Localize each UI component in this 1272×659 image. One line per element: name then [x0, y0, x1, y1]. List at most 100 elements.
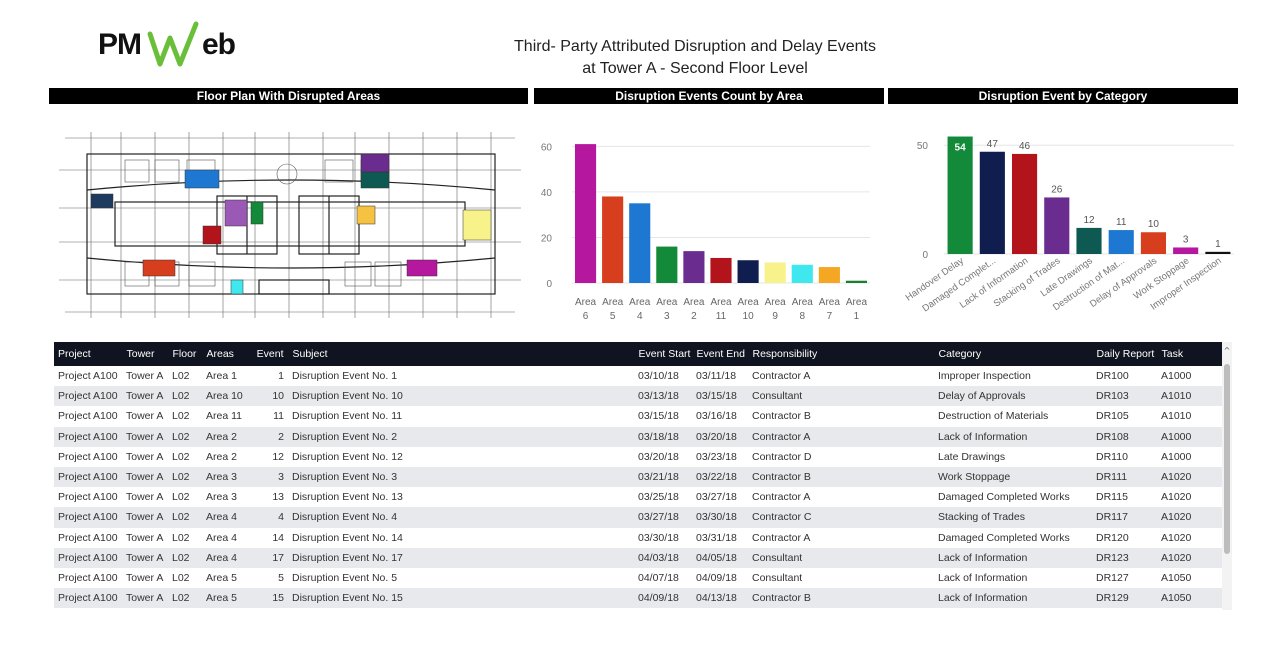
chart-category-bar[interactable]: [979, 151, 1005, 254]
table-row[interactable]: Project A100 Tower A L02 Area 2 2 Disruption …: [54, 426, 1222, 447]
table-cell-event-start: 04/07/18: [638, 571, 679, 584]
chart-area-xtick: 8: [799, 311, 805, 322]
table-cell-subject: Disruption Event No. 4: [292, 511, 398, 524]
table-cell-event: 3: [278, 471, 284, 484]
table-cell-event-end: 03/31/18: [696, 531, 737, 544]
table-cell-areas: Area 3: [206, 471, 237, 484]
table-cell-event-end: 03/20/18: [696, 430, 737, 443]
table-cell-event-start: 03/30/18: [638, 531, 679, 544]
table-cell-tower: Tower A: [126, 410, 164, 423]
floor-area-yellow[interactable]: [462, 209, 492, 241]
column-header-floor[interactable]: Floor: [168, 342, 203, 366]
table-row[interactable]: Project A100 Tower A L02 Area 10 10 Disruptio…: [54, 386, 1222, 407]
floor-area-orange[interactable]: [142, 259, 176, 277]
table-row[interactable]: Project A100 Tower A L02 Area 5 15 Disruption…: [54, 588, 1222, 609]
floor-area-green[interactable]: [250, 201, 264, 225]
chart-area-bar[interactable]: [791, 264, 813, 283]
chart-category-value-label: 12: [1083, 215, 1095, 226]
chart-category-bar[interactable]: [1011, 153, 1038, 254]
scroll-up-arrow-icon[interactable]: ^: [1223, 346, 1231, 355]
dashboard-title: Third- Party Attributed Disruption and D…: [470, 36, 920, 80]
table-row[interactable]: Project A100 Tower A L02 Area 4 14 Disruption…: [54, 527, 1222, 548]
chart-area-bar[interactable]: [656, 246, 678, 283]
table-row[interactable]: Project A100 Tower A L02 Area 3 3 Disruption …: [54, 466, 1222, 488]
chart-category-bar[interactable]: [1140, 232, 1167, 254]
floor-area-navy[interactable]: [90, 193, 114, 209]
chart-area-bar[interactable]: [602, 196, 624, 283]
chart-area-xtick: 10: [743, 311, 755, 322]
column-header-areas[interactable]: Areas: [202, 342, 253, 366]
table-cell-areas: Area 5: [206, 571, 237, 584]
floor-area-cyan[interactable]: [230, 279, 244, 295]
table-cell-floor: L02: [172, 430, 190, 443]
table-row[interactable]: Project A100 Tower A L02 Area 11 11 Disruptio…: [54, 406, 1222, 427]
chart-area-bar[interactable]: [683, 251, 705, 283]
table-row[interactable]: Project A100 Tower A L02 Area 2 12 Disruption…: [54, 446, 1222, 467]
table-cell-event-end: 04/09/18: [696, 571, 737, 584]
chart-area-bar[interactable]: [629, 203, 651, 283]
table-cell-project: Project A100: [58, 471, 118, 484]
table-cell-areas: Area 2: [206, 450, 237, 463]
table-row[interactable]: Project A100 Tower A L02 Area 4 17 Disruption…: [54, 547, 1222, 568]
floor-area-red[interactable]: [202, 225, 222, 245]
column-header-subject[interactable]: Subject: [288, 342, 635, 366]
table-row[interactable]: Project A100 Tower A L02 Area 3 13 Disruption…: [54, 487, 1222, 508]
table-cell-tower: Tower A: [126, 511, 164, 524]
table-cell-task: A1020: [1161, 531, 1192, 544]
table-cell-areas: Area 4: [206, 511, 237, 524]
chart-area-bar[interactable]: [845, 280, 868, 283]
floor-area-magenta[interactable]: [406, 259, 438, 277]
table-cell-event: 13: [272, 491, 284, 504]
chart-area-xtick: 2: [691, 311, 697, 322]
table-cell-category: Late Drawings: [938, 450, 1006, 463]
table-cell-areas: Area 11: [206, 410, 242, 423]
chart-category-bar[interactable]: [1044, 197, 1070, 254]
column-header-event-start[interactable]: Event Start: [634, 342, 693, 366]
chart-category-bar[interactable]: [1205, 251, 1231, 254]
floor-area-teal[interactable]: [360, 171, 390, 189]
table-scrollbar[interactable]: ^: [1222, 342, 1232, 610]
column-header-event-end[interactable]: Event End: [692, 342, 749, 366]
logo-text-pm: PM: [98, 28, 142, 61]
column-header-tower[interactable]: Tower: [122, 342, 169, 366]
chart-area-bar[interactable]: [737, 260, 759, 283]
chart-category-bar[interactable]: [1108, 230, 1134, 254]
chart-area-bar[interactable]: [574, 144, 597, 283]
chart-area-xtick: Area: [575, 297, 597, 308]
floor-area-violet[interactable]: [224, 199, 248, 227]
table-cell-task: A1020: [1161, 551, 1192, 564]
floor-area-gold[interactable]: [356, 205, 376, 225]
table-cell-daily-report: DR100: [1096, 370, 1129, 383]
chart-category-value-label: 3: [1183, 234, 1189, 245]
floor-plan-drawing[interactable]: [55, 130, 525, 320]
table-cell-areas: Area 3: [206, 491, 237, 504]
column-header-event[interactable]: Event: [252, 342, 289, 366]
chart-area-bar[interactable]: [818, 267, 840, 283]
column-header-category[interactable]: Category: [934, 342, 1093, 366]
table-cell-responsibility: Contractor B: [752, 410, 811, 423]
events-table-container[interactable]: Project Tower Floor Areas Event Subject Event …: [54, 342, 1222, 610]
chart-area-bar[interactable]: [710, 257, 732, 283]
column-header-daily-report[interactable]: Daily Report: [1092, 342, 1158, 366]
chart-area-bar[interactable]: [764, 262, 786, 283]
table-row[interactable]: Project A100 Tower A L02 Area 5 5 Disruption …: [54, 567, 1222, 589]
table-cell-floor: L02: [172, 471, 190, 484]
chart-category-bar[interactable]: [1076, 227, 1102, 254]
floor-area-purple[interactable]: [360, 153, 390, 173]
table-cell-areas: Area 1: [206, 370, 237, 383]
table-cell-daily-report: DR105: [1096, 410, 1129, 423]
table-row[interactable]: Project A100 Tower A L02 Area 1 1 Disruption …: [54, 366, 1222, 387]
scrollbar-thumb[interactable]: [1224, 364, 1230, 554]
column-header-responsibility[interactable]: Responsibility: [748, 342, 935, 366]
chart-category-bar[interactable]: [947, 136, 973, 254]
column-header-project[interactable]: Project: [54, 342, 123, 366]
table-cell-responsibility: Contractor A: [752, 531, 811, 544]
table-cell-daily-report: DR115: [1096, 491, 1128, 504]
chart-category-bar[interactable]: [1173, 247, 1199, 254]
floor-area-blue[interactable]: [184, 169, 220, 189]
section-header-floor-plan: Floor Plan With Disrupted Areas: [49, 88, 528, 104]
table-cell-event: 12: [272, 450, 284, 463]
chart-area-xtick: Area: [602, 297, 624, 308]
table-row[interactable]: Project A100 Tower A L02 Area 4 4 Disruption …: [54, 507, 1222, 528]
column-header-task[interactable]: Task: [1157, 342, 1222, 366]
